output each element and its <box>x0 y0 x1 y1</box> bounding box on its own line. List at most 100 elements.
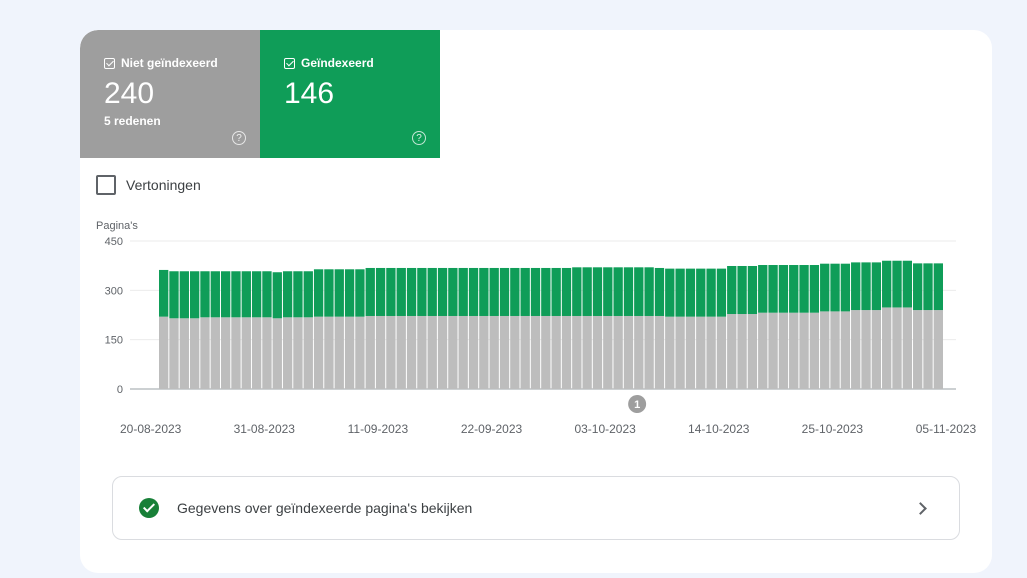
x-tick-label: 31-08-2023 <box>234 422 296 436</box>
bar-not-indexed <box>665 316 675 389</box>
bar-not-indexed <box>313 316 324 389</box>
bar-indexed <box>613 267 623 316</box>
bar-indexed <box>851 262 861 311</box>
y-tick-label: 450 <box>105 236 123 248</box>
bar-indexed <box>324 269 334 317</box>
bar-indexed <box>799 265 809 313</box>
bar-not-indexed <box>396 315 406 389</box>
bar-indexed <box>334 269 344 317</box>
bar-indexed <box>861 262 871 311</box>
checkbox-checked-icon[interactable] <box>284 57 295 69</box>
bar-not-indexed <box>634 315 644 389</box>
bar-not-indexed <box>210 317 220 389</box>
bar-not-indexed <box>241 317 251 389</box>
bar-indexed <box>654 267 665 316</box>
bar-indexed <box>159 269 169 317</box>
bar-indexed <box>417 267 427 316</box>
annotation-marker <box>628 395 647 413</box>
bar-indexed <box>809 265 820 313</box>
bar-indexed <box>902 260 913 308</box>
annotation-label: 1 <box>634 399 640 411</box>
bar-not-indexed <box>520 315 530 389</box>
bar-indexed <box>386 267 396 316</box>
y-tick-label: 300 <box>105 285 123 297</box>
bar-not-indexed <box>375 315 386 389</box>
bar-indexed <box>727 265 737 315</box>
view-indexed-pages-button[interactable]: Gegevens over geïndexeerde pagina's beki… <box>112 476 960 540</box>
bar-indexed <box>623 267 634 316</box>
bar-indexed <box>179 271 189 319</box>
bar-indexed <box>830 263 840 312</box>
checkbox-checked-icon[interactable] <box>104 57 115 69</box>
bar-not-indexed <box>251 317 262 389</box>
x-tick-label: 03-10-2023 <box>574 422 636 436</box>
not-indexed-reasons: 5 redenen <box>104 114 161 128</box>
bar-not-indexed <box>747 314 758 389</box>
bar-indexed <box>778 265 789 313</box>
bar-not-indexed <box>344 316 355 389</box>
check-circle-icon <box>139 498 159 518</box>
not-indexed-tile[interactable]: Niet geïndexeerd 240 5 redenen ? <box>80 30 260 158</box>
bar-not-indexed <box>159 316 169 389</box>
indexed-tile[interactable]: Geïndexeerd 146 ? <box>260 30 440 158</box>
y-tick-label: 0 <box>117 384 123 396</box>
bar-indexed <box>551 267 561 316</box>
bar-indexed <box>262 271 272 318</box>
bar-not-indexed <box>365 315 375 389</box>
bar-not-indexed <box>737 314 747 389</box>
bar-not-indexed <box>355 316 365 389</box>
bar-indexed <box>737 265 747 315</box>
bar-not-indexed <box>603 315 613 389</box>
help-icon[interactable]: ? <box>232 131 246 145</box>
bar-not-indexed <box>685 316 696 389</box>
bar-not-indexed <box>882 307 892 389</box>
bar-indexed <box>706 268 716 317</box>
bar-indexed <box>572 267 582 316</box>
bar-indexed <box>344 269 355 317</box>
bar-indexed <box>634 267 644 316</box>
bar-not-indexed <box>871 310 882 389</box>
bar-indexed <box>541 267 551 316</box>
bar-indexed <box>820 263 830 312</box>
bar-not-indexed <box>417 315 427 389</box>
bar-not-indexed <box>892 307 902 389</box>
impressions-toggle[interactable]: Vertoningen <box>96 175 201 195</box>
y-axis-label: Pagina's <box>96 220 138 232</box>
bar-not-indexed <box>851 310 861 389</box>
bar-indexed <box>923 263 933 311</box>
bar-indexed <box>251 271 262 318</box>
bar-indexed <box>840 263 851 312</box>
bar-indexed <box>933 263 943 311</box>
bar-indexed <box>375 267 386 316</box>
bar-indexed <box>189 271 200 319</box>
bar-indexed <box>169 271 179 319</box>
bar-not-indexed <box>820 311 830 389</box>
bar-not-indexed <box>489 315 499 389</box>
bar-indexed <box>479 267 489 316</box>
bar-indexed <box>582 267 592 316</box>
bar-not-indexed <box>220 317 231 389</box>
bar-not-indexed <box>561 315 572 389</box>
bar-indexed <box>396 267 406 316</box>
bar-not-indexed <box>458 315 468 389</box>
bar-not-indexed <box>582 315 592 389</box>
help-icon[interactable]: ? <box>412 131 426 145</box>
bar-indexed <box>458 267 468 316</box>
bar-not-indexed <box>303 317 313 389</box>
bar-indexed <box>716 268 727 317</box>
bar-not-indexed <box>406 315 417 389</box>
bar-indexed <box>685 268 696 317</box>
bar-not-indexed <box>675 316 685 389</box>
bar-not-indexed <box>572 315 582 389</box>
bar-indexed <box>241 271 251 318</box>
bar-indexed <box>644 267 654 316</box>
bar-not-indexed <box>231 317 241 389</box>
bar-not-indexed <box>778 312 789 389</box>
bar-not-indexed <box>468 315 479 389</box>
bar-indexed <box>489 267 499 316</box>
bar-not-indexed <box>189 318 200 389</box>
bar-not-indexed <box>933 310 943 389</box>
checkbox-unchecked-icon[interactable] <box>96 175 116 195</box>
x-tick-label: 11-09-2023 <box>348 422 409 436</box>
